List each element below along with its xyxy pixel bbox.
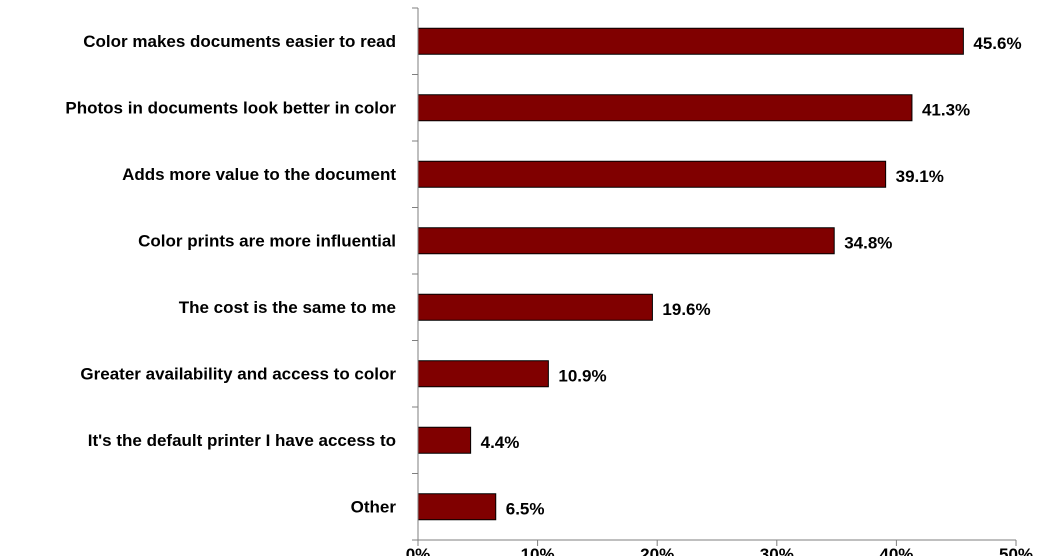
category-label: Other xyxy=(351,497,397,516)
category-label: Photos in documents look better in color xyxy=(65,98,396,117)
data-label: 6.5% xyxy=(506,499,545,518)
bars-layer xyxy=(417,27,964,521)
data-label: 4.4% xyxy=(481,433,520,452)
category-label: Color makes documents easier to read xyxy=(83,32,396,51)
category-label: It's the default printer I have access t… xyxy=(88,431,396,450)
data-label: 34.8% xyxy=(844,233,892,252)
bar-adds-more-value-to-the-document xyxy=(417,160,887,188)
data-label: 39.1% xyxy=(896,167,944,186)
x-tick-label: 0% xyxy=(406,545,431,556)
category-label: Color prints are more influential xyxy=(138,231,396,250)
bar-it-s-the-default-printer-i-have-access-to xyxy=(417,426,472,454)
x-tick-label: 20% xyxy=(640,545,674,556)
data-label: 41.3% xyxy=(922,100,970,119)
category-labels-layer: Color makes documents easier to read Phot… xyxy=(65,32,396,517)
bar-color-prints-are-more-influential xyxy=(417,227,835,255)
bar-the-cost-is-the-same-to-me xyxy=(417,293,653,321)
bar-color-makes-documents-easier-to-read xyxy=(417,27,964,55)
bar-other xyxy=(417,493,497,521)
axes-layer: 0% 10% 20% 30% 40% 50% xyxy=(406,7,1033,556)
category-label: The cost is the same to me xyxy=(179,298,396,317)
category-label: Adds more value to the document xyxy=(122,165,396,184)
data-label: 45.6% xyxy=(973,34,1021,53)
bar-photos-in-documents-look-better-in-color xyxy=(417,94,913,122)
data-label: 10.9% xyxy=(558,366,606,385)
x-tick-label: 30% xyxy=(760,545,794,556)
x-tick-label: 50% xyxy=(999,545,1033,556)
x-tick-label: 10% xyxy=(521,545,555,556)
category-label: Greater availability and access to color xyxy=(80,364,396,383)
value-labels-layer: 45.6% 41.3% 39.1% 34.8% 19.6% 10.9% 4.4% 6.5% xyxy=(481,34,1022,519)
data-label: 19.6% xyxy=(662,300,710,319)
bar-greater-availability-and-access-to-color xyxy=(417,360,549,388)
x-tick-label: 40% xyxy=(879,545,913,556)
